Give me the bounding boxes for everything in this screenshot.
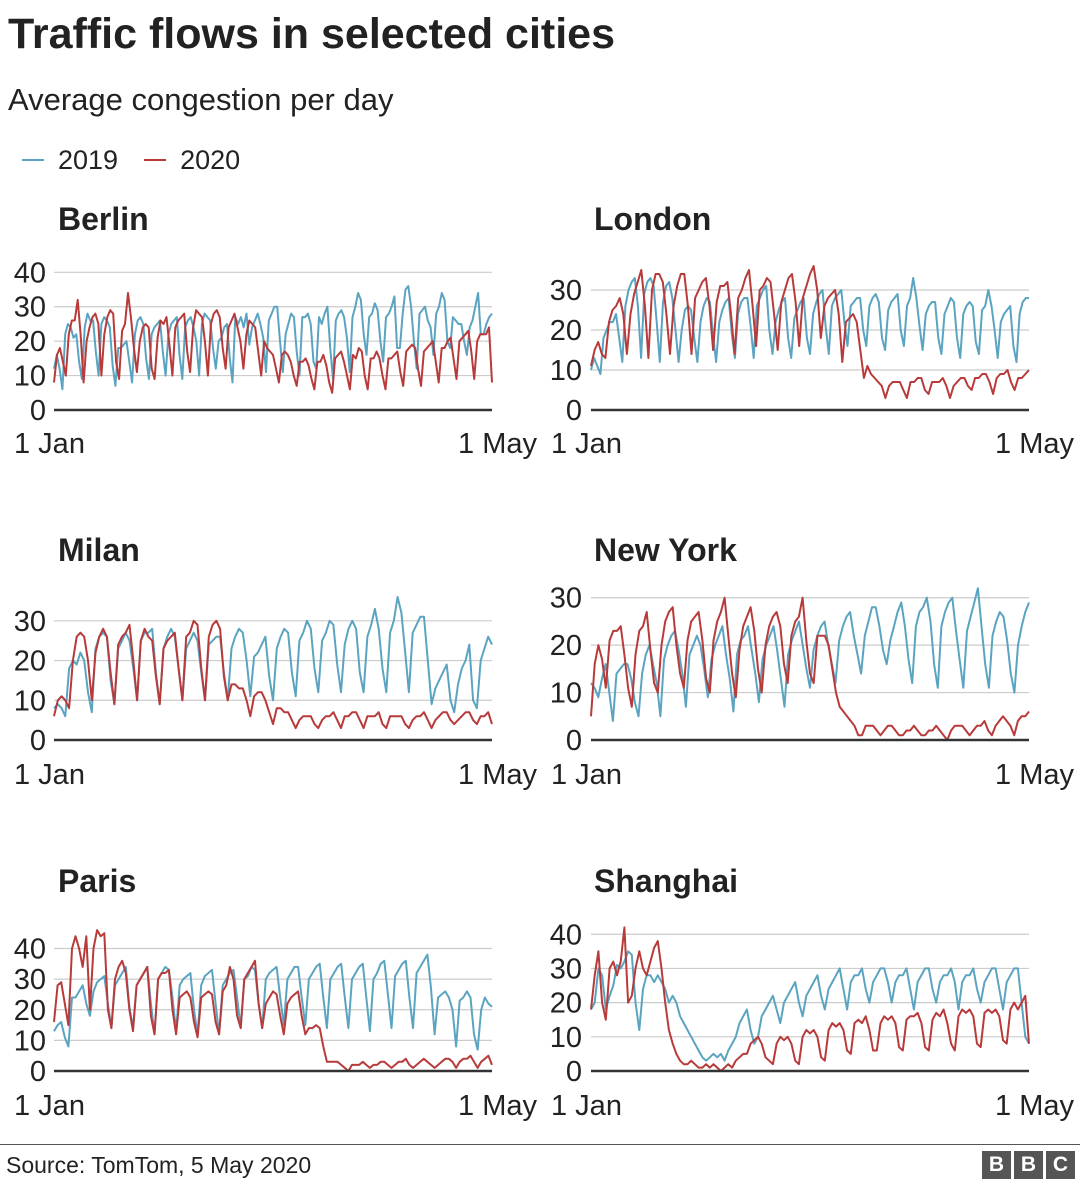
series-line-2020-berlin — [53, 292, 493, 394]
x-end-label: 1 May — [995, 1090, 1074, 1122]
x-end-label: 1 May — [995, 759, 1074, 791]
series-line-2019-new-york — [590, 587, 1030, 722]
x-start-label: 1 Jan — [14, 428, 85, 460]
y-tick-label: 10 — [14, 1025, 46, 1057]
x-end-label: 1 May — [995, 428, 1074, 460]
x-end-label: 1 May — [458, 1090, 537, 1122]
y-tick-label: 0 — [30, 395, 46, 427]
y-tick-label: 0 — [566, 1056, 582, 1088]
logo-letter: B — [982, 1151, 1011, 1179]
x-start-label: 1 Jan — [14, 759, 85, 791]
series-line-2019-paris — [53, 953, 493, 1051]
source-note: Source: TomTom, 5 May 2020 — [6, 1152, 312, 1178]
legend-item-2020: 2020 — [144, 145, 240, 176]
series-line-2020-new-york — [590, 596, 1030, 741]
x-start-label: 1 Jan — [551, 428, 622, 460]
chart-title-berlin: Berlin — [58, 201, 149, 237]
x-start-label: 1 Jan — [551, 1090, 622, 1122]
x-end-label: 1 May — [458, 428, 537, 460]
y-tick-label: 30 — [550, 275, 582, 307]
y-tick-label: 0 — [566, 395, 582, 427]
series-line-2019-london — [590, 277, 1029, 375]
legend-item-2019: 2019 — [22, 145, 118, 176]
chart-title-london: London — [594, 201, 711, 237]
x-start-label: 1 Jan — [551, 759, 622, 791]
chart-title-new-york: New York — [594, 532, 737, 568]
chart-title-milan: Milan — [58, 532, 140, 568]
y-tick-label: 20 — [14, 646, 46, 678]
y-tick-label: 40 — [550, 919, 582, 951]
y-tick-label: 30 — [550, 583, 582, 615]
y-tick-label: 10 — [550, 1022, 582, 1054]
y-tick-label: 30 — [14, 606, 46, 638]
series-line-2020-paris — [53, 929, 493, 1072]
legend-label-2020: 2020 — [180, 144, 241, 175]
y-tick-label: 20 — [14, 326, 46, 358]
chart-title-shanghai: Shanghai — [594, 863, 738, 899]
series-line-2020-london — [590, 265, 1030, 399]
bbc-logo: B B C — [982, 1151, 1075, 1179]
y-tick-label: 20 — [550, 630, 582, 662]
x-end-label: 1 May — [458, 759, 537, 791]
y-tick-label: 20 — [550, 315, 582, 347]
legend-swatch-2020 — [144, 159, 167, 161]
legend: 2019 2020 — [22, 140, 266, 180]
y-tick-label: 0 — [30, 1056, 46, 1088]
y-tick-label: 10 — [550, 678, 582, 710]
x-start-label: 1 Jan — [14, 1090, 85, 1122]
logo-letter: B — [1014, 1151, 1043, 1179]
y-tick-label: 30 — [550, 953, 582, 985]
series-line-2020-milan — [53, 619, 493, 730]
page-subtitle: Average congestion per day — [8, 82, 394, 117]
logo-letter: C — [1046, 1151, 1075, 1179]
y-tick-label: 0 — [30, 725, 46, 757]
legend-swatch-2019 — [22, 159, 44, 161]
y-tick-label: 10 — [14, 361, 46, 393]
series-line-2019-berlin — [53, 285, 493, 391]
chart-title-paris: Paris — [58, 863, 136, 899]
y-tick-label: 30 — [14, 964, 46, 996]
y-tick-label: 40 — [14, 934, 46, 966]
page-title: Traffic flows in selected cities — [8, 10, 615, 58]
y-tick-label: 0 — [566, 725, 582, 757]
footer-divider — [0, 1144, 1080, 1145]
y-tick-label: 10 — [14, 685, 46, 717]
y-tick-label: 20 — [14, 995, 46, 1027]
y-tick-label: 20 — [550, 988, 582, 1020]
y-tick-label: 40 — [14, 257, 46, 289]
legend-label-2019: 2019 — [58, 144, 119, 175]
series-line-2019-shanghai — [590, 950, 1030, 1062]
series-line-2020-shanghai — [590, 926, 1030, 1072]
y-tick-label: 30 — [14, 292, 46, 324]
series-line-2019-milan — [53, 596, 493, 718]
y-tick-label: 10 — [550, 355, 582, 387]
